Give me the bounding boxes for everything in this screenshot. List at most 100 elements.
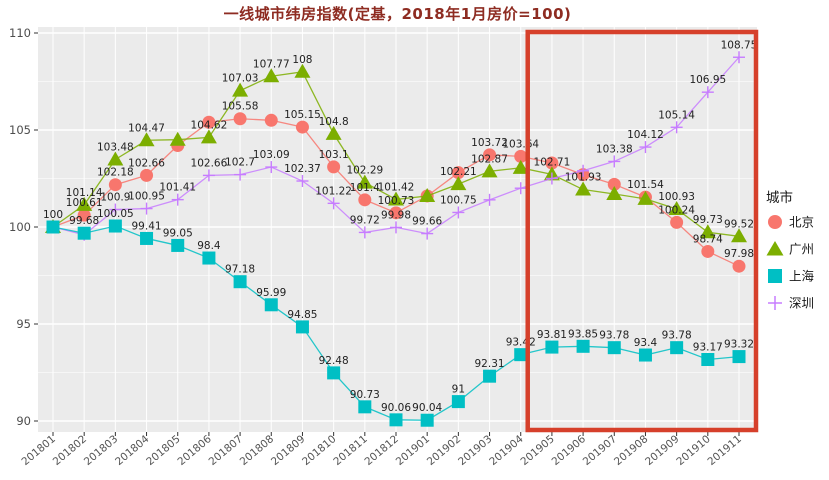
data-point-triangle	[388, 191, 404, 206]
data-point-label: 93.78	[662, 330, 692, 342]
data-point-label: 98.74	[693, 233, 723, 245]
data-point-label: 101.14	[66, 187, 103, 199]
legend-entry-label: 北京	[789, 215, 814, 230]
data-point-label: 102.37	[284, 163, 321, 175]
data-point-label: 100.24	[658, 204, 695, 216]
data-point-square	[638, 348, 652, 362]
data-point-label: 102.87	[471, 153, 508, 165]
x-tick-label: 201907	[581, 433, 619, 468]
data-point-circle	[295, 120, 309, 134]
data-point-circle	[108, 178, 122, 192]
data-point-circle	[701, 244, 715, 258]
data-point-circle	[545, 156, 559, 170]
data-point-label: 98.4	[197, 240, 221, 252]
data-point-label: 100.9	[100, 192, 130, 204]
data-point-square	[545, 340, 559, 354]
data-point-label: 93.42	[506, 337, 536, 349]
data-point-circle	[483, 148, 497, 162]
data-point-label: 99.98	[381, 209, 411, 221]
data-point-circle	[202, 115, 216, 129]
data-point-label: 99.66	[412, 216, 442, 228]
data-point-label: 101.54	[627, 179, 664, 191]
x-tick-label: 201908	[612, 433, 650, 468]
series-深圳	[47, 51, 745, 241]
data-point-label: 99.05	[163, 227, 193, 239]
data-point-triangle	[450, 176, 467, 191]
data-point-label: 102.66	[128, 157, 165, 169]
legend-title: 城市	[766, 189, 793, 206]
data-point-label: 104.8	[319, 116, 349, 128]
data-point-square	[264, 298, 278, 312]
y-tick-label: 105	[9, 123, 31, 137]
data-point-label: 108	[292, 54, 312, 66]
data-point-label: 101.41	[159, 182, 196, 194]
data-point-label: 97.98	[724, 248, 754, 260]
data-point-label: 102.66	[191, 157, 228, 169]
data-point-triangle	[294, 63, 311, 78]
data-point-circle	[389, 206, 403, 220]
data-point-triangle	[200, 129, 217, 144]
data-point-triangle	[325, 125, 342, 140]
x-tick-label: 201807	[207, 433, 245, 468]
x-tick-label: 201801	[20, 433, 58, 468]
series-上海	[46, 219, 746, 427]
data-point-triangle	[419, 187, 436, 202]
legend-square-icon	[768, 269, 782, 283]
data-point-label: 101.93	[565, 172, 602, 184]
data-point-label: 99.52	[724, 218, 754, 230]
point-labels: 100.61102.18102.66105.58105.15103.1101.4…	[43, 39, 757, 414]
data-point-label: 95.99	[256, 287, 286, 299]
data-point-triangle	[668, 200, 685, 215]
data-point-circle	[358, 193, 372, 207]
data-point-square	[483, 369, 497, 383]
chart-title: 一线城市纬房指数(定基，2018年1月房价=100)	[223, 5, 572, 23]
data-point-label: 101.42	[378, 181, 415, 193]
data-point-label: 99.68	[69, 215, 99, 227]
data-point-label: 93.78	[599, 330, 629, 342]
data-point-square	[77, 226, 91, 240]
legend-entry-上海: 上海	[768, 269, 815, 284]
legend-entry-label: 广州	[789, 242, 814, 257]
data-point-triangle	[232, 82, 249, 97]
x-tick-label: 201909	[643, 433, 681, 468]
data-point-square	[233, 275, 247, 289]
data-point-square	[108, 219, 122, 233]
data-point-label: 93.81	[537, 329, 567, 341]
data-point-label: 90.04	[412, 402, 442, 414]
x-tick-label: 201901	[394, 433, 432, 468]
data-point-circle	[607, 177, 621, 191]
data-point-label: 103.64	[502, 138, 539, 150]
data-point-square	[171, 238, 185, 252]
data-point-label: 107.77	[253, 58, 290, 70]
data-point-square	[389, 413, 403, 427]
x-tick-label: 201811	[331, 433, 369, 468]
data-point-square	[732, 350, 746, 364]
data-point-label: 102.7	[225, 157, 255, 169]
y-tick-label: 100	[9, 220, 31, 234]
x-tick-label: 201810	[300, 433, 338, 468]
x-tick-label: 201902	[425, 433, 463, 468]
y-tick-label: 90	[16, 414, 31, 428]
data-point-triangle	[731, 228, 747, 243]
data-point-square	[295, 320, 309, 334]
y-tick-label: 95	[16, 317, 31, 331]
data-point-label: 103.1	[319, 149, 349, 161]
data-point-label: 104.62	[191, 119, 228, 131]
y-tick-label: 110	[9, 26, 31, 40]
data-point-square	[46, 220, 60, 234]
legend-entry-label: 深圳	[789, 296, 814, 311]
data-point-triangle	[356, 174, 373, 189]
data-point-square	[420, 413, 434, 427]
data-point-square	[576, 339, 590, 353]
data-point-triangle	[76, 196, 93, 211]
data-point-circle	[327, 160, 341, 174]
x-tick-label: 201803	[82, 433, 120, 468]
data-point-label: 100.05	[97, 208, 134, 220]
data-point-square	[514, 348, 528, 362]
data-point-circle	[451, 166, 465, 180]
data-point-label: 93.4	[634, 337, 658, 349]
data-point-label: 91	[452, 384, 465, 396]
